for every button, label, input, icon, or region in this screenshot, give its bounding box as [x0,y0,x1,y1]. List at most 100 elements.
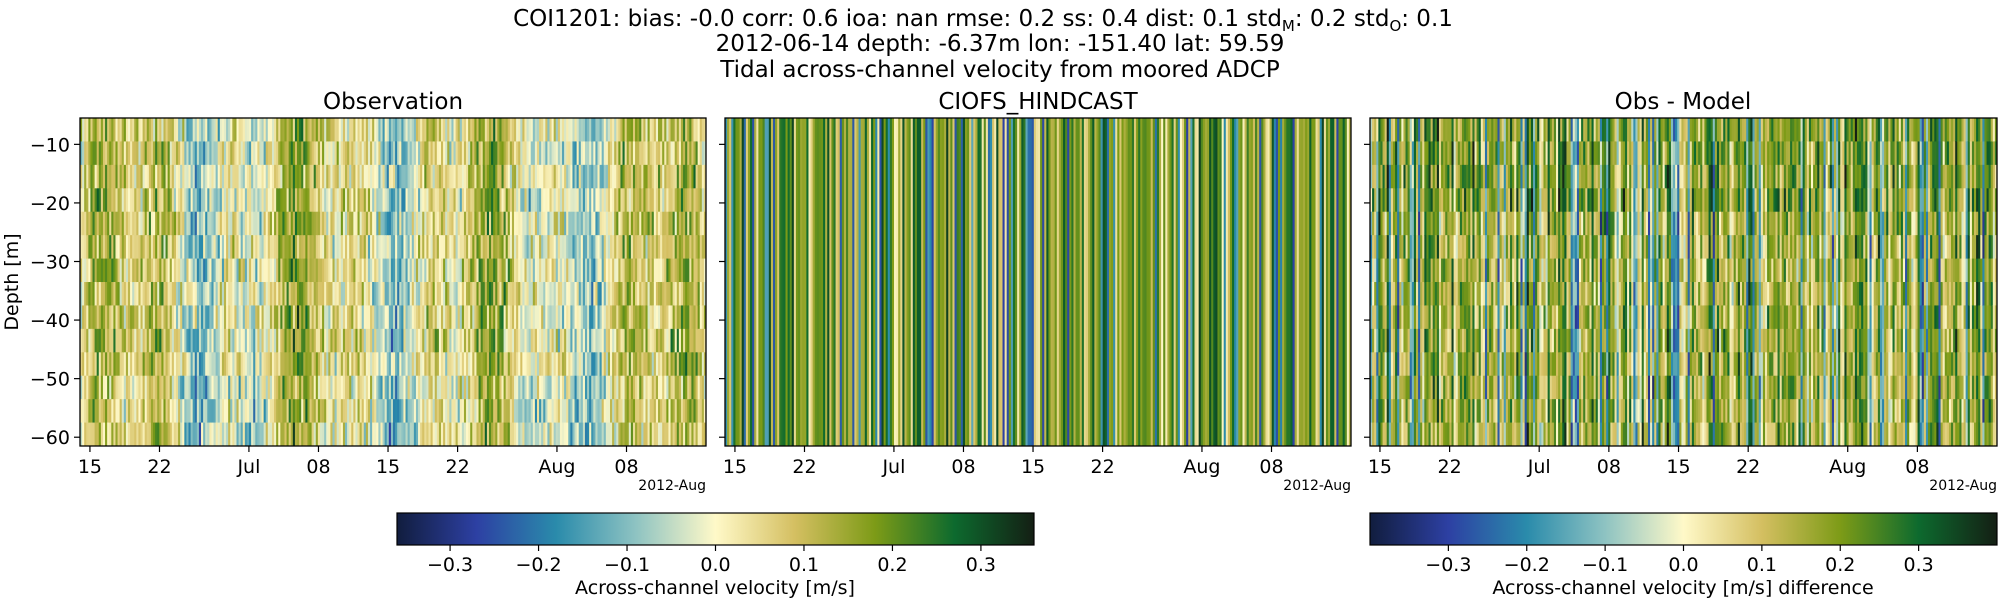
heatmap-cell [378,399,382,424]
heatmap-cell [430,141,434,166]
heatmap-column [977,118,981,446]
heatmap-cell [445,141,448,166]
heatmap-cell [651,399,655,424]
heatmap-cell [484,305,488,330]
heatmap-cell [438,188,442,213]
heatmap-cell [240,305,244,330]
heatmap-column [1133,118,1137,446]
heatmap-cell [113,399,117,424]
heatmap-cell [1424,211,1428,236]
heatmap-cell [593,375,597,400]
heatmap-cell [507,399,511,424]
heatmap-cell [461,258,465,283]
heatmap-cell [411,422,415,446]
heatmap-cell [1403,282,1407,307]
heatmap-cell [367,258,371,283]
heatmap-cell [117,258,121,283]
heatmap-cell [221,235,225,260]
heatmap-cell [92,375,96,400]
heatmap-cell [643,375,647,400]
heatmap-cell [361,375,365,400]
heatmap-cell [359,188,363,213]
heatmap-cell [653,211,657,236]
heatmap-cell [265,399,269,424]
heatmap-cell [476,399,480,424]
heatmap-cell [616,188,619,213]
heatmap-cell [614,352,617,377]
heatmap-cell [614,164,617,189]
heatmap-cell [1409,118,1413,143]
heatmap-cell [215,211,219,236]
heatmap-cell [232,352,236,377]
heatmap-cell [397,141,400,166]
heatmap-cell [347,282,350,307]
heatmap-cell [1436,282,1440,307]
heatmap-cell [244,118,248,143]
heatmap-cell [209,422,213,446]
heatmap-cell [92,188,96,213]
heatmap-cell [580,399,584,424]
heatmap-cell [1401,188,1405,213]
heatmap-cell [1392,118,1396,143]
heatmap-cell [495,375,498,400]
heatmap-cell [211,141,215,166]
heatmap-cell [1372,235,1375,260]
heatmap-cell [80,282,83,307]
heatmap-cell [294,375,298,400]
heatmap-cell [386,375,390,400]
heatmap-cell [113,258,117,283]
heatmap-cell [403,211,407,236]
heatmap-cell [1378,188,1382,213]
heatmap-cell [205,258,208,283]
heatmap-cell [399,211,402,236]
heatmap-cell [415,211,419,236]
heatmap-cell [447,375,450,400]
heatmap-cell [426,328,430,353]
heatmap-cell [662,352,665,377]
heatmap-cell [1438,164,1442,189]
heatmap-cell [1409,328,1413,353]
heatmap-cell [701,258,705,283]
heatmap-cell [388,328,392,353]
heatmap-cell [459,211,463,236]
heatmap-cell [165,305,169,330]
heatmap-cell [568,235,571,260]
heatmap-cell [1428,235,1432,260]
heatmap-cell [418,328,421,353]
heatmap-column [883,118,887,446]
heatmap-cell [265,164,269,189]
heatmap-cell [499,235,503,260]
heatmap-cell [96,328,100,353]
heatmap-cell [217,375,221,400]
heatmap-cell [92,141,96,166]
heatmap-cell [578,235,582,260]
heatmap-cell [121,422,125,446]
heatmap-cell [297,164,300,189]
heatmap-cell [610,258,613,283]
heatmap-cell [399,375,402,400]
heatmap-cell [572,188,576,213]
heatmap-cell [639,211,642,236]
heatmap-cell [386,141,390,166]
heatmap-cell [651,422,655,446]
heatmap-cell [188,399,192,424]
heatmap-cell [207,305,210,330]
heatmap-cell [178,235,181,260]
heatmap-cell [616,399,619,424]
heatmap-cell [380,141,384,166]
heatmap-cell [82,118,85,143]
heatmap-cell [570,305,574,330]
heatmap-cell [330,328,334,353]
heatmap-cell [1415,352,1419,377]
heatmap-cell [378,352,382,377]
heatmap-cell [570,422,574,446]
heatmap-cell [105,118,108,143]
heatmap-cell [616,258,619,283]
heatmap-column [969,118,972,446]
heatmap-cell [568,258,571,283]
heatmap-cell [213,118,217,143]
heatmap-cell [100,328,104,353]
heatmap-cell [309,141,313,166]
heatmap-cell [436,352,440,377]
heatmap-cell [288,118,292,143]
